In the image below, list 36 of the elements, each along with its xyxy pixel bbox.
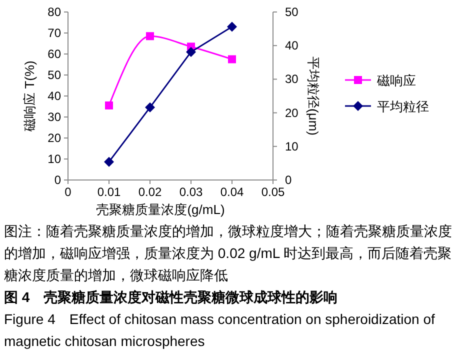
y2-tick-label: 10 bbox=[285, 139, 299, 154]
y2-tick-label: 20 bbox=[285, 106, 299, 120]
point bbox=[105, 101, 113, 110]
x-axis-title: 壳聚糖质量浓度(g/mL) bbox=[96, 202, 225, 217]
y-tick-label: 70 bbox=[48, 26, 62, 40]
x-tick-label: 0.04 bbox=[220, 185, 244, 199]
y2-tick-label: 30 bbox=[285, 72, 299, 86]
text: 图 4 壳聚糖质量浓度对磁性壳聚糖微球成球性的影响 bbox=[4, 288, 339, 307]
text: 图注：随着壳聚糖质量浓度的增加，微球粒度增大；随着壳聚糖质量浓度的增加，磁响应增强，质量浓度为 0.02 g/mL 时达到最高，而后随着壳聚糖浓度质量的增加，微球磁响应降低 bbox=[4, 222, 453, 285]
y2-tick-label: 0 bbox=[285, 173, 292, 187]
x-tick-label: 0.03 bbox=[179, 185, 203, 199]
point bbox=[145, 102, 155, 112]
y-tick-label: 80 bbox=[48, 5, 62, 19]
x-tick-label: 0.01 bbox=[97, 185, 121, 199]
legend-label: 磁响应 bbox=[376, 73, 416, 88]
y-axis-title: 磁响应 T(%) bbox=[22, 60, 37, 132]
point bbox=[227, 22, 237, 32]
y-tick-label: 30 bbox=[48, 110, 62, 124]
x-tick-label: 0.05 bbox=[261, 185, 285, 199]
y2-axis-title: 平均粒径(μm) bbox=[306, 56, 321, 136]
y-tick-label: 0 bbox=[54, 173, 62, 187]
y2-tick-label: 40 bbox=[285, 38, 299, 53]
y-tick-label: 60 bbox=[48, 47, 62, 61]
legend-label: 平均粒径 bbox=[377, 99, 429, 114]
point bbox=[146, 32, 154, 40]
text: Figure 4 Effect of chitosan mass concentration on spheroidization of magnetic chitosan microspheres bbox=[4, 310, 436, 351]
y-tick-label: 10 bbox=[48, 152, 62, 166]
y2-tick-label: 50 bbox=[285, 5, 299, 19]
point bbox=[186, 46, 196, 57]
y-tick-label: 20 bbox=[48, 131, 62, 145]
point bbox=[104, 156, 114, 167]
x-tick-label: 0.02 bbox=[138, 185, 162, 199]
x-tick-label: 0 bbox=[64, 185, 72, 199]
point bbox=[228, 55, 236, 64]
y-tick-label: 50 bbox=[48, 68, 62, 82]
y-tick-label: 40 bbox=[48, 89, 62, 103]
